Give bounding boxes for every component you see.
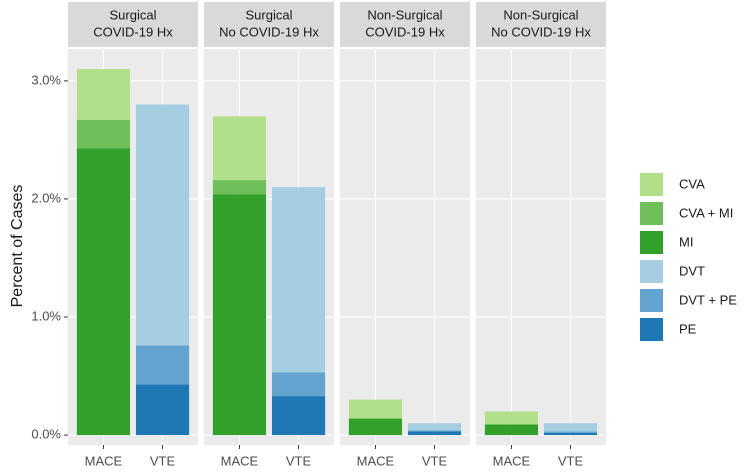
legend-label: MI — [679, 234, 693, 249]
legend-key — [640, 173, 663, 196]
x-tick-label: VTE — [286, 453, 312, 468]
bar-segment — [271, 187, 326, 373]
bar-segment — [407, 423, 462, 431]
bar-segment — [348, 418, 403, 436]
bar-segment — [135, 345, 190, 385]
bar-segment — [407, 430, 462, 432]
bar-segment — [271, 396, 326, 436]
x-tick-label: MACE — [221, 453, 259, 468]
bar-segment — [543, 431, 598, 433]
bar-segment — [543, 432, 598, 436]
x-tick-label: MACE — [493, 453, 531, 468]
bar-segment — [543, 423, 598, 432]
strip-bg — [476, 2, 606, 47]
strip-label: COVID-19 Hx — [365, 24, 445, 39]
y-tick-label: 2.0% — [31, 190, 61, 205]
bar-segment — [76, 148, 131, 436]
x-tick-label: MACE — [85, 453, 123, 468]
x-tick-label: VTE — [558, 453, 584, 468]
x-tick-label: MACE — [357, 453, 395, 468]
strip-label: Surgical — [246, 7, 293, 22]
bar-segment — [212, 116, 267, 181]
bar-segment — [484, 424, 539, 436]
strip-bg — [340, 2, 470, 47]
strip-bg — [68, 2, 198, 47]
strip-label: No COVID-19 Hx — [219, 24, 319, 39]
bar-segment — [76, 119, 131, 149]
bar-segment — [135, 384, 190, 436]
legend-label: DVT — [679, 263, 705, 278]
legend-key — [640, 260, 663, 283]
bar-segment — [271, 372, 326, 397]
y-tick-label: 1.0% — [31, 308, 61, 323]
legend-key — [640, 202, 663, 225]
y-tick-label: 3.0% — [31, 72, 61, 87]
bar-segment — [135, 104, 190, 346]
legend-label: PE — [679, 321, 697, 336]
strip-label: COVID-19 Hx — [93, 24, 173, 39]
bar-segment — [212, 194, 267, 436]
strip-label: No COVID-19 Hx — [491, 24, 591, 39]
bar-segment — [348, 399, 403, 419]
y-tick-label: 0.0% — [31, 427, 61, 442]
x-tick-label: VTE — [150, 453, 176, 468]
strip-label: Surgical — [110, 7, 157, 22]
legend-label: DVT + PE — [679, 292, 737, 307]
panel-bg — [340, 49, 470, 445]
strip-label: Non-Surgical — [503, 7, 578, 22]
panel-bg — [476, 49, 606, 445]
y-axis-label: Percent of Cases — [9, 185, 26, 308]
legend-key — [640, 231, 663, 254]
strip-bg — [204, 2, 334, 47]
legend-label: CVA — [679, 176, 705, 191]
legend-label: CVA + MI — [679, 205, 733, 220]
strip-label: Non-Surgical — [367, 7, 442, 22]
bar-segment — [76, 69, 131, 120]
legend-key — [640, 289, 663, 312]
legend-key — [640, 318, 663, 341]
bar-segment — [212, 180, 267, 195]
x-tick-label: VTE — [422, 453, 448, 468]
bar-segment — [407, 431, 462, 436]
bar-segment — [484, 411, 539, 425]
